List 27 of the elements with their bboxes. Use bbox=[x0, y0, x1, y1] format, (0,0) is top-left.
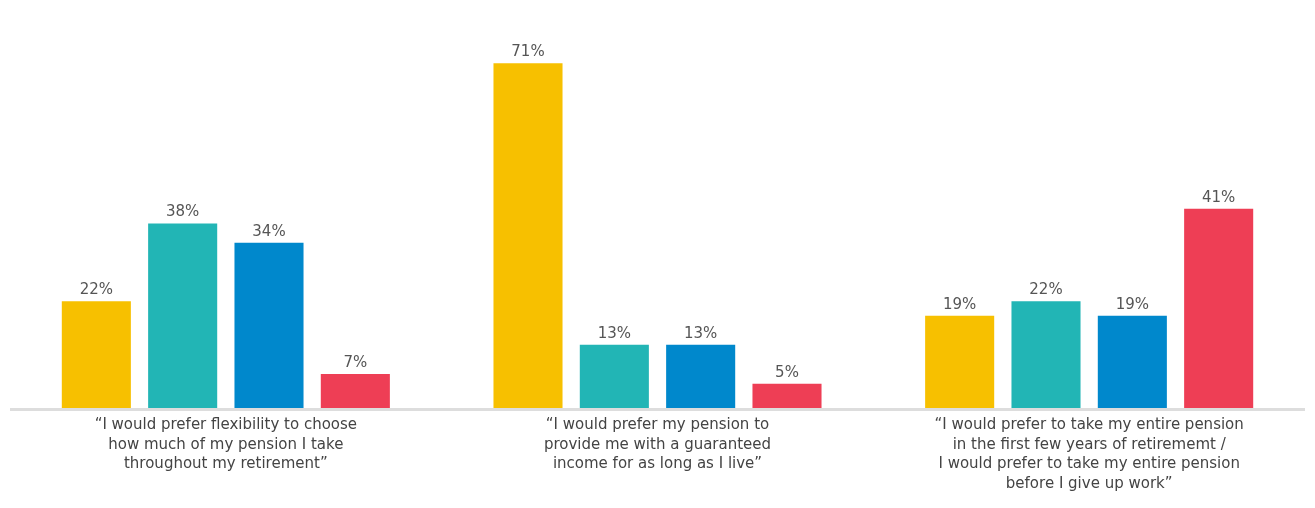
bar bbox=[1097, 315, 1167, 408]
data-label: 22% bbox=[1029, 280, 1063, 299]
bar bbox=[234, 242, 304, 408]
bar bbox=[925, 315, 995, 408]
data-label: 71% bbox=[511, 42, 545, 61]
data-label: 19% bbox=[942, 294, 977, 313]
data-label: 13% bbox=[597, 323, 632, 342]
x-tick-label: “I would prefer flexibility to choose how much of my pension I take throughout my retirement” bbox=[94, 415, 358, 472]
bar bbox=[752, 383, 822, 408]
bar bbox=[148, 223, 218, 408]
bar bbox=[1184, 208, 1254, 408]
x-tick-label: “I would prefer to take my entire pension in the first few years of retirememt / I would prefer to take my entire pension before I give up work” bbox=[934, 415, 1244, 492]
data-label: 19% bbox=[1115, 294, 1150, 313]
x-tick-label: “I would prefer my pension to provide me with a guaranteed income for as long as I live” bbox=[543, 415, 772, 472]
data-label: 5% bbox=[775, 362, 799, 381]
bar bbox=[493, 63, 563, 408]
data-label: 38% bbox=[165, 202, 200, 221]
bar bbox=[1011, 301, 1081, 408]
bar bbox=[61, 301, 131, 408]
data-label: 41% bbox=[1201, 187, 1236, 206]
bar bbox=[579, 344, 649, 408]
data-label: 13% bbox=[683, 323, 718, 342]
bar bbox=[666, 344, 736, 408]
data-label: 7% bbox=[343, 353, 368, 371]
data-label: 34% bbox=[252, 221, 286, 240]
data-label: 22% bbox=[79, 280, 114, 299]
bar bbox=[320, 374, 390, 408]
